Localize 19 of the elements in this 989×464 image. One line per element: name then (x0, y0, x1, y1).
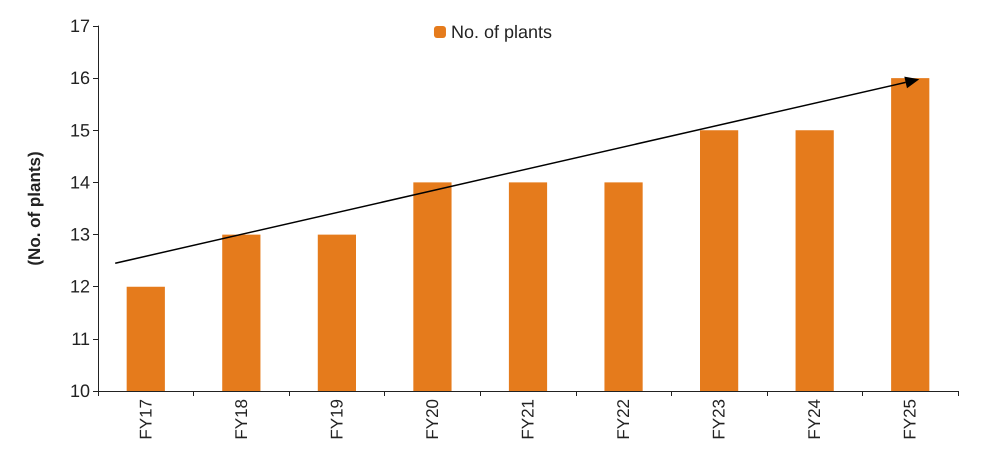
y-tick-label: 11 (71, 328, 90, 349)
x-tick-label: FY24 (805, 399, 824, 440)
x-tick-label: FY25 (900, 399, 920, 440)
y-tick-label: 10 (70, 381, 90, 401)
legend-label: No. of plants (450, 22, 552, 42)
y-tick-label: 14 (70, 172, 90, 192)
x-tick-label: FY22 (614, 399, 634, 440)
x-tick-label: FY20 (422, 399, 442, 440)
y-tick-label: 15 (70, 120, 90, 140)
y-axis-title: (No. of plants) (25, 151, 44, 266)
x-tick-label: FY17 (136, 399, 156, 440)
x-tick-label: FY23 (710, 399, 729, 440)
y-tick-label: 16 (70, 68, 90, 88)
y-tick-label: 12 (70, 276, 90, 297)
x-tick-label: FY21 (518, 399, 538, 440)
y-tick-label: 17 (70, 16, 90, 36)
x-tick-label: FY19 (327, 399, 346, 440)
y-tick-label: 13 (70, 224, 90, 245)
x-tick-label: FY18 (232, 399, 251, 440)
